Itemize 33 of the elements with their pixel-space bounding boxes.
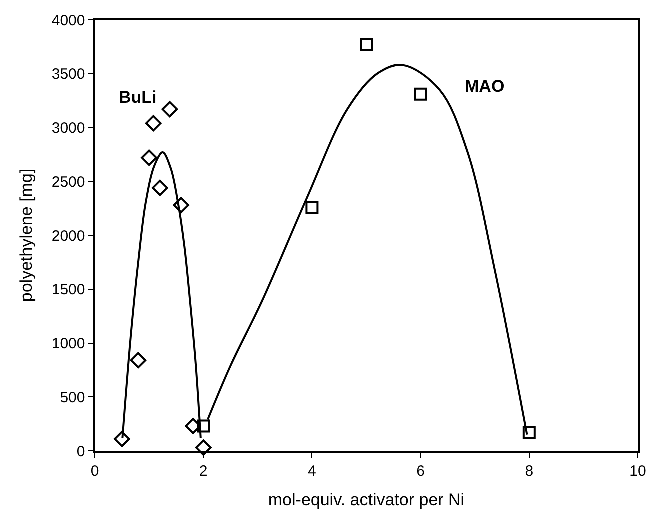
- point: [185, 418, 202, 434]
- y-tick-label: 4000: [52, 12, 86, 30]
- point: [522, 426, 536, 440]
- x-axis-title: mol-equiv. activator per Ni: [268, 490, 465, 510]
- point: [306, 200, 319, 214]
- point: [145, 115, 162, 132]
- x-tick-label: 2: [199, 462, 208, 480]
- point: [360, 38, 373, 52]
- point: [195, 440, 212, 456]
- point: [162, 101, 178, 118]
- point: [114, 431, 130, 448]
- y-tick-label: 3000: [52, 120, 86, 137]
- point: [141, 150, 158, 166]
- y-axis-title: polyethylene [mg]: [16, 168, 36, 302]
- point: [130, 352, 147, 369]
- point: [197, 420, 210, 433]
- y-tick-label: 500: [60, 389, 86, 406]
- point: [152, 180, 168, 196]
- series-label: BuLi: [119, 88, 157, 107]
- y-tick-label: 1000: [52, 336, 86, 352]
- x-tick-label: 6: [416, 462, 425, 480]
- x-tick-label: 4: [308, 462, 316, 480]
- x-tick-label: 8: [525, 462, 534, 480]
- y-tick-label: 0: [76, 443, 86, 460]
- point: [173, 197, 190, 214]
- y-tick-label: 3500: [52, 66, 86, 84]
- x-tick-label: 0: [90, 462, 100, 480]
- x-tick-label: 10: [630, 462, 646, 480]
- y-tick-label: 2500: [52, 174, 86, 191]
- text: MAO: [465, 77, 505, 96]
- y-tick-label: 2000: [52, 228, 86, 245]
- y-tick-label: 1500: [52, 282, 86, 299]
- point: [414, 88, 428, 101]
